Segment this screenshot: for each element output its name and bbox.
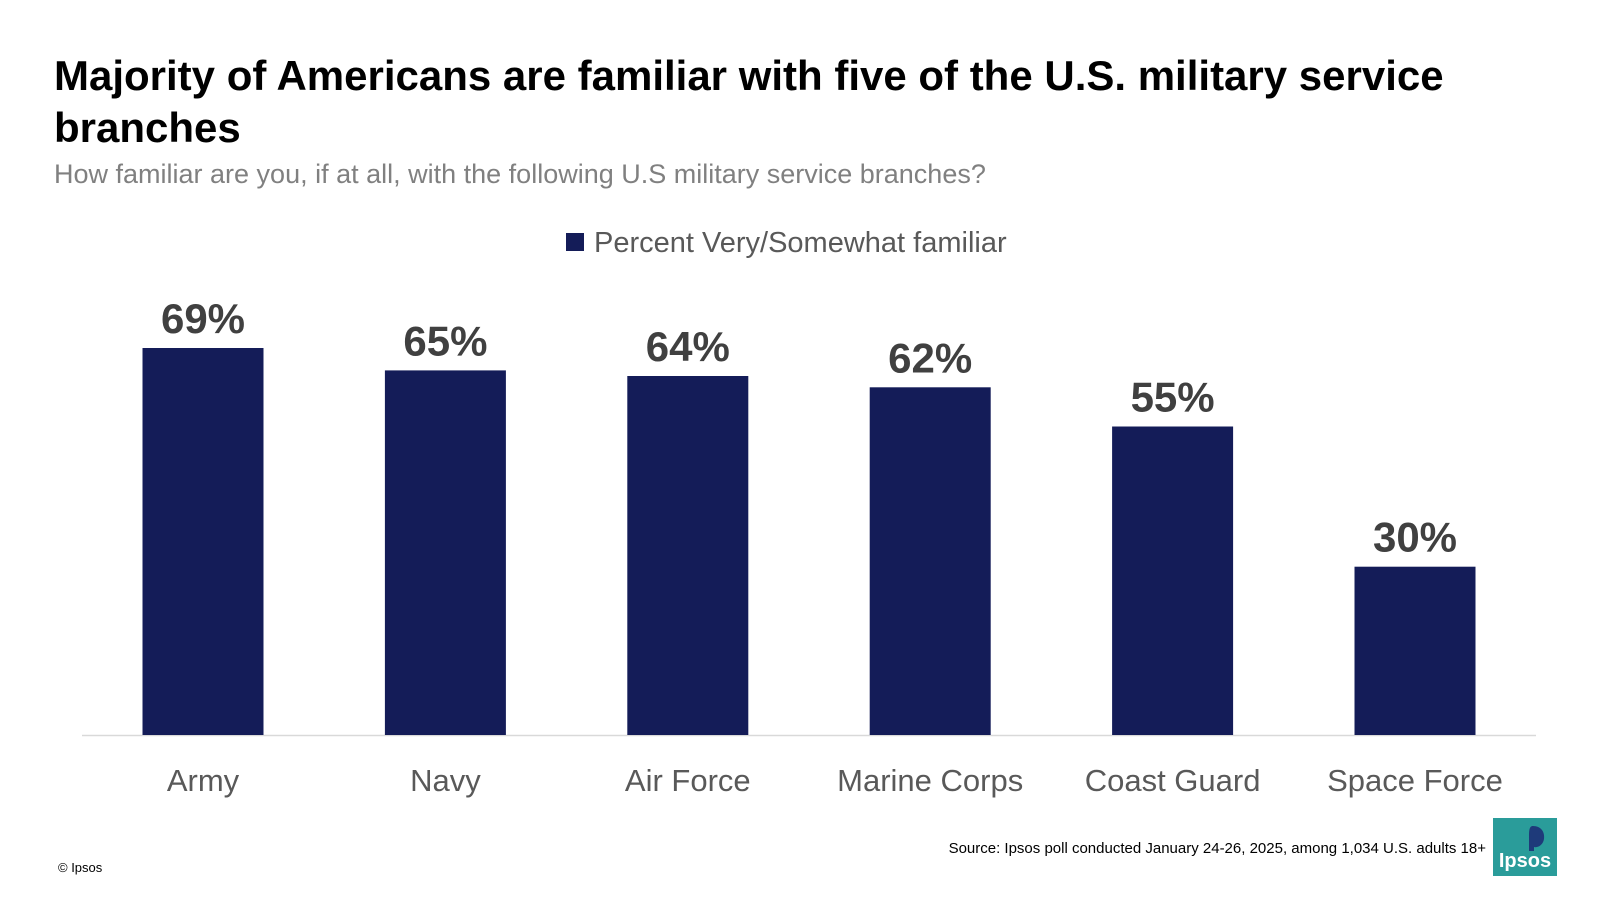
category-label: Air Force	[625, 763, 751, 798]
value-label: 62%	[888, 334, 972, 381]
bar	[1354, 566, 1476, 735]
bar	[384, 370, 506, 735]
category-label: Coast Guard	[1085, 763, 1261, 798]
chart-title: Majority of Americans are familiar with …	[54, 52, 1444, 151]
bar	[869, 387, 991, 735]
legend-label: Percent Very/Somewhat familiar	[594, 227, 1007, 259]
chart-subtitle: How familiar are you, if at all, with th…	[54, 159, 986, 189]
category-label: Navy	[410, 763, 481, 798]
category-label: Marine Corps	[837, 763, 1023, 798]
bar	[1112, 426, 1234, 735]
bar	[627, 376, 749, 735]
ipsos-logo: Ipsos	[1493, 818, 1557, 876]
bar	[142, 348, 264, 735]
value-label: 55%	[1131, 374, 1215, 421]
category-label: Army	[167, 763, 240, 798]
value-label: 30%	[1373, 514, 1457, 561]
value-label: 65%	[403, 317, 487, 364]
bar-chart: Percent Very/Somewhat familiar 69% Army 65%…	[82, 227, 1536, 798]
copyright-note: © Ipsos	[58, 860, 103, 875]
logo-head-shape	[1529, 826, 1545, 851]
category-label: Space Force	[1327, 763, 1503, 798]
value-label: 64%	[646, 323, 730, 370]
logo-background	[1493, 818, 1557, 876]
legend-swatch	[566, 233, 584, 251]
source-note: Source: Ipsos poll conducted January 24-…	[948, 840, 1486, 857]
value-label: 69%	[161, 295, 245, 342]
logo-text: Ipsos	[1499, 850, 1551, 872]
